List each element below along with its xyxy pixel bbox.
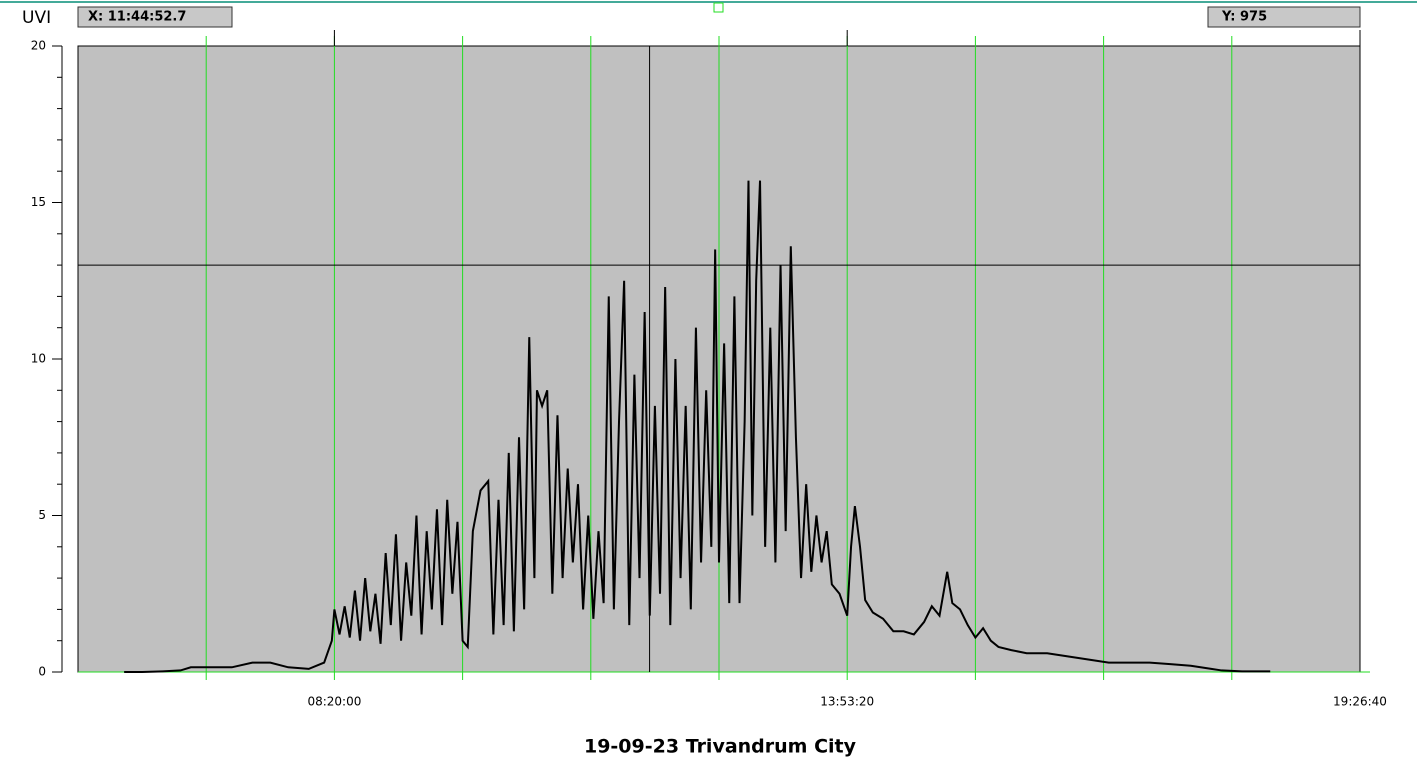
y-tick-label: 5 (38, 508, 46, 522)
x-tick-label: 13:53:20 (820, 695, 874, 709)
y-tick-label: 0 (38, 665, 46, 679)
cursor-handle (713, 2, 724, 13)
cursor-y-box (1207, 6, 1361, 28)
y-axis-label: UVI (22, 8, 51, 28)
y-tick-label: 15 (31, 195, 46, 209)
cursor-y-label: Y: 975 (1221, 10, 1267, 25)
data-line (124, 180, 1271, 673)
cursor-x-label: X: 11:44:52.7 (88, 10, 186, 25)
x-tick-label: 19:26:40 (1333, 695, 1387, 709)
x-tick-label: 08:20:00 (307, 695, 361, 709)
cursor-x-box (77, 6, 233, 28)
y-tick-label: 10 (31, 352, 46, 366)
chart-title: 19-09-23 Trivandrum City (584, 736, 857, 758)
y-tick-label: 20 (31, 39, 46, 53)
